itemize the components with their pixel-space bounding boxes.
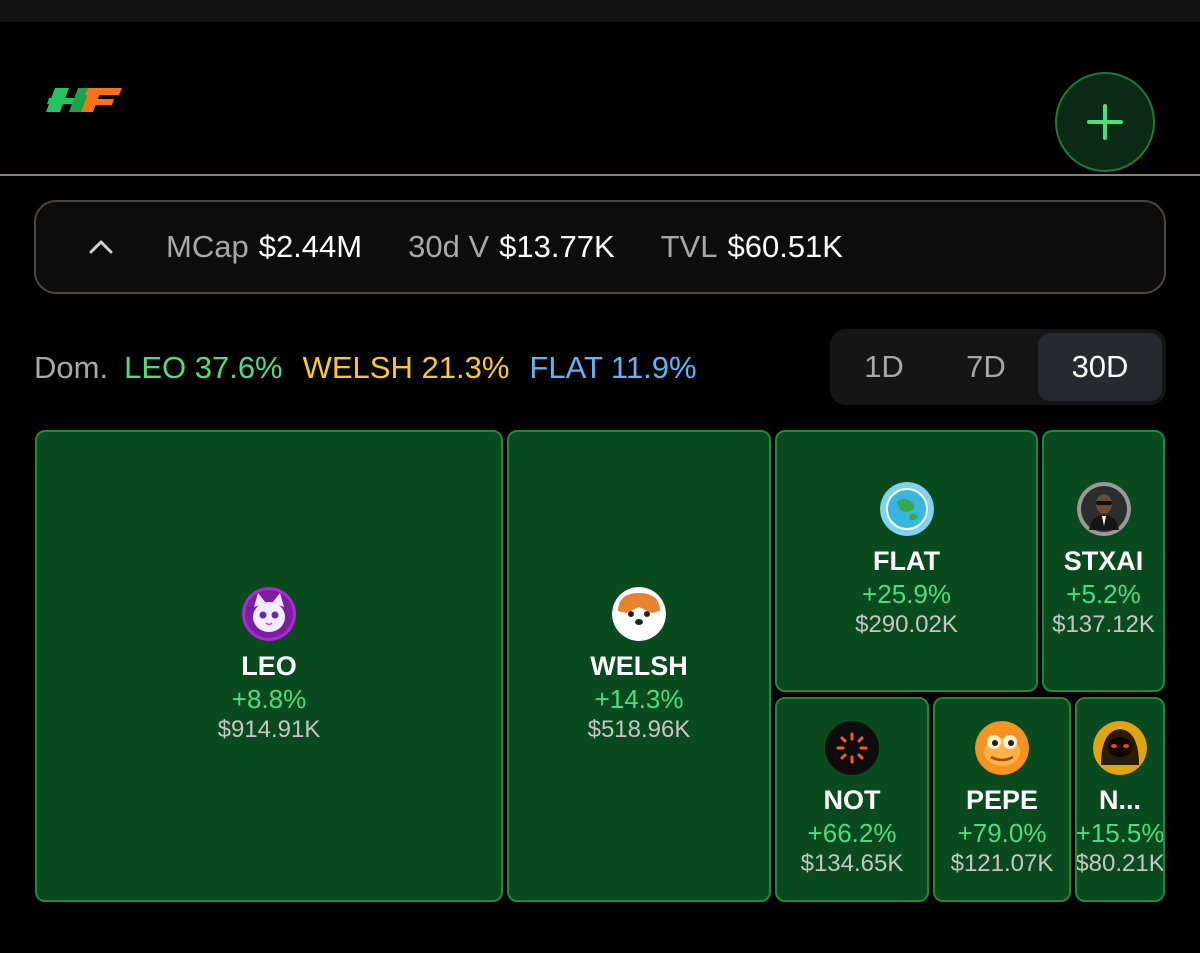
tile-welsh[interactable]: WELSH +14.3% $518.96K [507, 430, 771, 902]
app-header [0, 22, 1200, 174]
tile-volume: $121.07K [950, 849, 1054, 877]
tile-change: +8.8% [231, 684, 307, 714]
stat-label: 30d V [408, 229, 490, 264]
tile-symbol: STXAI [1063, 546, 1144, 576]
tile-volume: $914.91K [217, 716, 321, 743]
stat-mcap: MCap $2.44M [166, 229, 362, 265]
tile-n[interactable]: N... +15.5% $80.21K [1075, 697, 1165, 902]
tile-change: +14.3% [594, 684, 684, 714]
tile-stxai[interactable]: STXAI +5.2% $137.12K [1042, 430, 1165, 692]
range-1d[interactable]: 1D [864, 349, 904, 384]
cat-avatar-icon [242, 587, 296, 641]
chevron-up-icon [89, 240, 113, 254]
tile-symbol: LEO [241, 651, 297, 681]
stat-label: MCap [166, 229, 249, 264]
dominance-flat: FLAT 11.9% [529, 350, 697, 385]
header-divider [0, 174, 1200, 176]
range-30d[interactable]: 30D [1038, 333, 1162, 401]
flat-logo-icon[interactable] [46, 80, 122, 120]
stat-value: $2.44M [258, 229, 363, 264]
tile-change: +79.0% [957, 817, 1047, 848]
stat-tvl: TVL $60.51K [661, 229, 843, 265]
tile-not[interactable]: NOT +66.2% $134.65K [775, 697, 929, 902]
status-band [0, 0, 1200, 22]
tile-volume: $80.21K [1075, 849, 1165, 877]
dominance-label: Dom. [34, 350, 109, 385]
tile-pepe[interactable]: PEPE +79.0% $121.07K [933, 697, 1071, 902]
add-button[interactable] [1055, 72, 1155, 172]
dominance-welsh: WELSH 21.3% [302, 350, 510, 385]
tile-change: +66.2% [807, 817, 897, 848]
stat-value: $60.51K [727, 229, 843, 264]
tile-volume: $290.02K [855, 611, 958, 638]
tile-change: +5.2% [1066, 579, 1141, 609]
tile-volume: $134.65K [800, 849, 904, 877]
stat-label: TVL [660, 229, 718, 264]
stat-value: $13.77K [499, 229, 615, 264]
tile-flat[interactable]: FLAT +25.9% $290.02K [775, 430, 1038, 692]
tile-volume: $137.12K [1052, 611, 1155, 638]
tile-change: +15.5% [1075, 817, 1165, 848]
dog-avatar-icon [612, 587, 666, 641]
frog-avatar-icon [975, 720, 1029, 775]
tile-symbol: WELSH [590, 651, 688, 681]
agent-avatar-icon [1076, 482, 1131, 536]
time-range-selector: 1D 7D 30D [830, 329, 1166, 405]
collapse-toggle[interactable] [36, 202, 166, 292]
dominance-leo: LEO 37.6% [124, 350, 283, 385]
stat-volume: 30d V $13.77K [408, 229, 615, 265]
range-7d[interactable]: 7D [966, 349, 1006, 384]
tile-volume: $518.96K [587, 716, 691, 743]
dominance-row: Dom. LEO 37.6% WELSH 21.3% FLAT 11.9% [34, 348, 717, 388]
tile-symbol: N... [1098, 784, 1141, 815]
tile-symbol: PEPE [965, 784, 1039, 815]
market-stats-bar: MCap $2.44M 30d V $13.77K TVL $60.51K [34, 200, 1166, 294]
globe-avatar-icon [879, 482, 934, 536]
tile-leo[interactable]: LEO +8.8% $914.91K [35, 430, 503, 902]
tile-symbol: NOT [823, 784, 881, 815]
not-avatar-icon [825, 720, 879, 775]
hood-avatar-icon [1093, 720, 1147, 775]
tile-symbol: FLAT [873, 546, 940, 576]
plus-icon [1087, 104, 1123, 140]
tile-change: +25.9% [862, 579, 951, 609]
